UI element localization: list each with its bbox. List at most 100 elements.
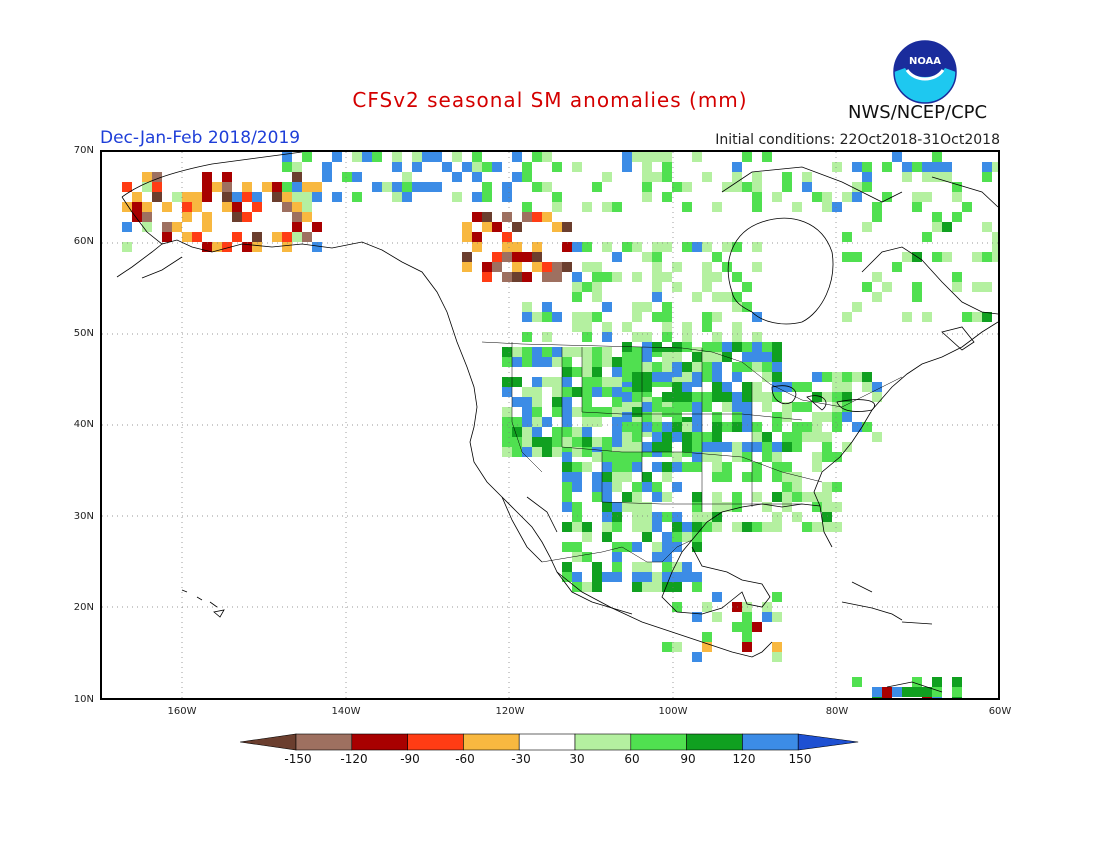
anomaly-cell [702,642,712,652]
anomaly-cell [772,442,782,452]
anomaly-cell [622,242,632,252]
anomaly-cell [552,312,562,322]
anomaly-cell [932,677,942,687]
anomaly-cell [992,252,1002,262]
anomaly-cell [822,452,832,462]
anomaly-cell [772,422,782,432]
anomaly-cell [912,192,922,202]
anomaly-cell [702,262,712,272]
colorbar-label: -90 [400,752,420,766]
anomaly-cell [232,212,242,222]
anomaly-cell [512,357,522,367]
anomaly-cell [282,242,292,252]
anomaly-cell [822,392,832,402]
anomaly-cell [822,442,832,452]
anomaly-cell [622,362,632,372]
anomaly-cell [582,447,592,457]
anomaly-cell [132,192,142,202]
anomaly-cell [632,462,642,472]
anomaly-cell [942,222,952,232]
anomaly-cell [552,202,562,212]
anomaly-cell [542,272,552,282]
anomaly-cell [582,522,592,532]
anomaly-cell [532,312,542,322]
anomaly-cell [582,347,592,357]
anomaly-cell [692,452,702,462]
anomaly-cell [822,432,832,442]
anomaly-cell [702,282,712,292]
anomaly-cell [802,422,812,432]
anomaly-cell [522,302,532,312]
anomaly-cell [262,182,272,192]
anomaly-cell [672,282,682,292]
anomaly-cell [682,332,692,342]
anomaly-cell [292,202,302,212]
anomaly-cell [632,432,642,442]
anomaly-cell [462,262,472,272]
anomaly-cell [722,502,732,512]
anomaly-cell [692,372,702,382]
anomaly-cell [732,422,742,432]
anomaly-cell [612,272,622,282]
anomaly-cell [952,192,962,202]
anomaly-cell [722,262,732,272]
anomaly-cell [622,412,632,422]
anomaly-cell [282,192,292,202]
anomaly-cell [632,512,642,522]
anomaly-cell [912,677,922,687]
anomaly-cell [852,192,862,202]
anomaly-cell [522,427,532,437]
anomaly-cell [642,512,652,522]
anomaly-cell [812,372,822,382]
anomaly-cell [682,402,692,412]
anomaly-cell [582,312,592,322]
anomaly-cell [662,352,672,362]
anomaly-cell [712,512,722,522]
anomaly-cell [222,182,232,192]
anomaly-cell [582,242,592,252]
anomaly-cell [712,372,722,382]
anomaly-cell [562,242,572,252]
anomaly-cell [822,192,832,202]
anomaly-cell [532,417,542,427]
anomaly-cell [122,242,132,252]
anomaly-cell [742,152,752,162]
anomaly-cell [612,252,622,262]
anomaly-cell [782,182,792,192]
anomaly-cell [592,312,602,322]
anomaly-cell [242,242,252,252]
anomaly-cell [732,492,742,502]
anomaly-cell [582,202,592,212]
anomaly-cell [742,182,752,192]
anomaly-cell [552,347,562,357]
anomaly-cell [702,402,712,412]
anomaly-cell [272,192,282,202]
anomaly-cell [512,377,522,387]
anomaly-cell [692,242,702,252]
anomaly-cell [532,212,542,222]
anomaly-cell [672,362,682,372]
anomaly-cell [492,262,502,272]
anomaly-cell [762,342,772,352]
anomaly-cell [672,182,682,192]
anomaly-cell [332,192,342,202]
anomaly-cell [652,442,662,452]
anomaly-cell [862,182,872,192]
anomaly-cell [572,242,582,252]
anomaly-cell [602,462,612,472]
anomaly-cell [922,192,932,202]
anomaly-cell [742,422,752,432]
anomaly-cell [652,242,662,252]
anomaly-cell [702,172,712,182]
anomaly-cell [692,572,702,582]
anomaly-cell [942,172,952,182]
anomaly-cell [782,172,792,182]
anomaly-cell [802,492,812,502]
anomaly-cell [752,392,762,402]
anomaly-cell [712,412,722,422]
anomaly-cell [732,622,742,632]
anomaly-cell [742,522,752,532]
anomaly-cell [782,492,792,502]
anomaly-cell [592,262,602,272]
anomaly-cell [822,492,832,502]
